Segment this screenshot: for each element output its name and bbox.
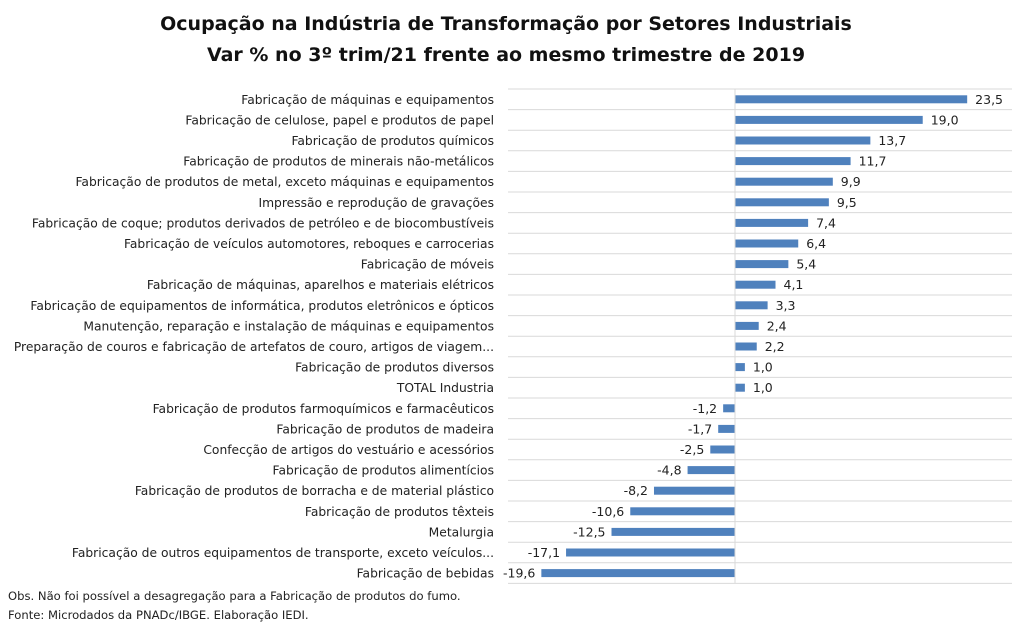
- bar: [630, 507, 735, 516]
- value-label: 4,1: [784, 277, 804, 292]
- category-label: Fabricação de produtos de minerais não-m…: [183, 155, 494, 169]
- category-label: Impressão e reprodução de gravações: [258, 196, 494, 210]
- bars: [541, 95, 968, 578]
- bar: [710, 445, 735, 454]
- category-label: Metalurgia: [429, 525, 494, 539]
- bar: [735, 280, 776, 289]
- category-label: Fabricação de móveis: [361, 258, 494, 272]
- category-label: Fabricação de outros equipamentos de tra…: [72, 546, 494, 560]
- value-label: 9,5: [837, 195, 857, 210]
- bar: [735, 342, 757, 351]
- value-label: -17,1: [528, 545, 560, 560]
- category-label: Fabricação de produtos têxteis: [305, 505, 494, 519]
- bar: [735, 301, 768, 310]
- category-label: Fabricação de produtos diversos: [295, 361, 494, 375]
- bar: [566, 548, 735, 557]
- bar: [653, 486, 735, 495]
- category-label: Fabricação de produtos químicos: [291, 134, 494, 148]
- bar: [735, 177, 833, 186]
- value-label: 1,0: [753, 380, 773, 395]
- bar: [735, 198, 829, 207]
- bar: [735, 136, 871, 145]
- category-label: Preparação de couros e fabricação de art…: [14, 340, 494, 354]
- footnote-source: Fonte: Microdados da PNADc/IBGE. Elabora…: [8, 608, 309, 622]
- category-label: Manutenção, reparação e instalação de má…: [83, 319, 494, 333]
- category-label: Fabricação de coque; produtos derivados …: [32, 216, 494, 230]
- bar: [735, 239, 799, 248]
- footnote-obs: Obs. Não foi possível a desagregação par…: [8, 589, 461, 603]
- value-label: 1,0: [753, 360, 773, 375]
- bar: [735, 363, 745, 372]
- value-label: 5,4: [796, 257, 816, 272]
- gridlines: [508, 88, 1012, 584]
- bar: [735, 383, 745, 392]
- value-label: 23,5: [975, 92, 1003, 107]
- category-label: Fabricação de produtos alimentícios: [273, 464, 495, 478]
- value-label: 3,3: [776, 298, 796, 313]
- value-label: -4,8: [657, 463, 681, 478]
- value-label: -8,2: [624, 483, 648, 498]
- category-label: Fabricação de bebidas: [357, 567, 494, 581]
- value-label: -1,2: [693, 401, 717, 416]
- category-label: Fabricação de produtos de madeira: [276, 422, 494, 436]
- category-label: Fabricação de produtos de metal, exceto …: [75, 175, 494, 189]
- category-label: Fabricação de máquinas e equipamentos: [241, 93, 494, 107]
- value-label: -10,6: [592, 504, 624, 519]
- bar: [718, 424, 735, 433]
- category-label: Fabricação de veículos automotores, rebo…: [124, 237, 494, 251]
- category-label: Fabricação de equipamentos de informátic…: [30, 299, 494, 313]
- value-label: -12,5: [573, 524, 605, 539]
- value-label: 11,7: [859, 154, 887, 169]
- bar: [541, 569, 735, 578]
- bar: [735, 218, 809, 227]
- value-label: 2,4: [767, 318, 787, 333]
- value-labels: 23,5 19,0 13,7 11,7 9,9 9,57,4 6,4 5,4 4,1 3,3 2,4…: [503, 92, 1003, 581]
- category-label: Fabricação de celulose, papel e produtos…: [185, 113, 494, 127]
- bar: [735, 157, 851, 166]
- value-label: 2,2: [765, 339, 785, 354]
- bar: [723, 404, 735, 413]
- category-labels: Fabricação de máquinas e equipamentos Fab…: [14, 93, 494, 581]
- value-label: -1,7: [688, 421, 712, 436]
- value-label: 7,4: [816, 215, 836, 230]
- value-label: 13,7: [878, 133, 906, 148]
- category-label: Fabricação de produtos de borracha e de …: [135, 484, 494, 498]
- bar: [735, 321, 759, 330]
- category-label: Confecção de artigos do vestuário e aces…: [203, 443, 494, 457]
- chart-title: Ocupação na Indústria de Transformação p…: [160, 13, 852, 35]
- bar: [687, 466, 735, 475]
- bar: [735, 115, 923, 124]
- bar: [611, 527, 735, 536]
- category-label: Fabricação de produtos farmoquímicos e f…: [153, 402, 494, 416]
- chart-subtitle: Var % no 3º trim/21 frente ao mesmo trim…: [207, 44, 805, 66]
- value-label: -19,6: [503, 566, 535, 581]
- value-label: 19,0: [931, 112, 959, 127]
- bar: [735, 260, 789, 269]
- value-label: -2,5: [680, 442, 704, 457]
- category-label: TOTAL Industria: [396, 381, 494, 395]
- bar: [735, 95, 968, 104]
- category-label: Fabricação de máquinas, aparelhos e mate…: [147, 278, 494, 292]
- value-label: 9,9: [841, 174, 861, 189]
- value-label: 6,4: [806, 236, 826, 251]
